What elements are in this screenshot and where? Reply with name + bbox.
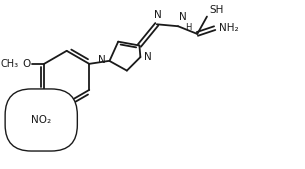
Text: CH₃: CH₃ bbox=[1, 59, 19, 69]
Text: N: N bbox=[38, 108, 45, 118]
Text: O: O bbox=[22, 59, 30, 69]
Text: NH₂: NH₂ bbox=[219, 23, 238, 33]
Text: N: N bbox=[144, 52, 152, 62]
Text: N: N bbox=[98, 55, 106, 65]
Text: SH: SH bbox=[210, 5, 224, 15]
Text: H: H bbox=[185, 23, 191, 32]
Text: N: N bbox=[154, 10, 162, 20]
Text: N: N bbox=[179, 12, 187, 22]
Text: O: O bbox=[27, 115, 34, 125]
Text: NO₂: NO₂ bbox=[31, 115, 51, 125]
Text: O: O bbox=[49, 115, 57, 125]
